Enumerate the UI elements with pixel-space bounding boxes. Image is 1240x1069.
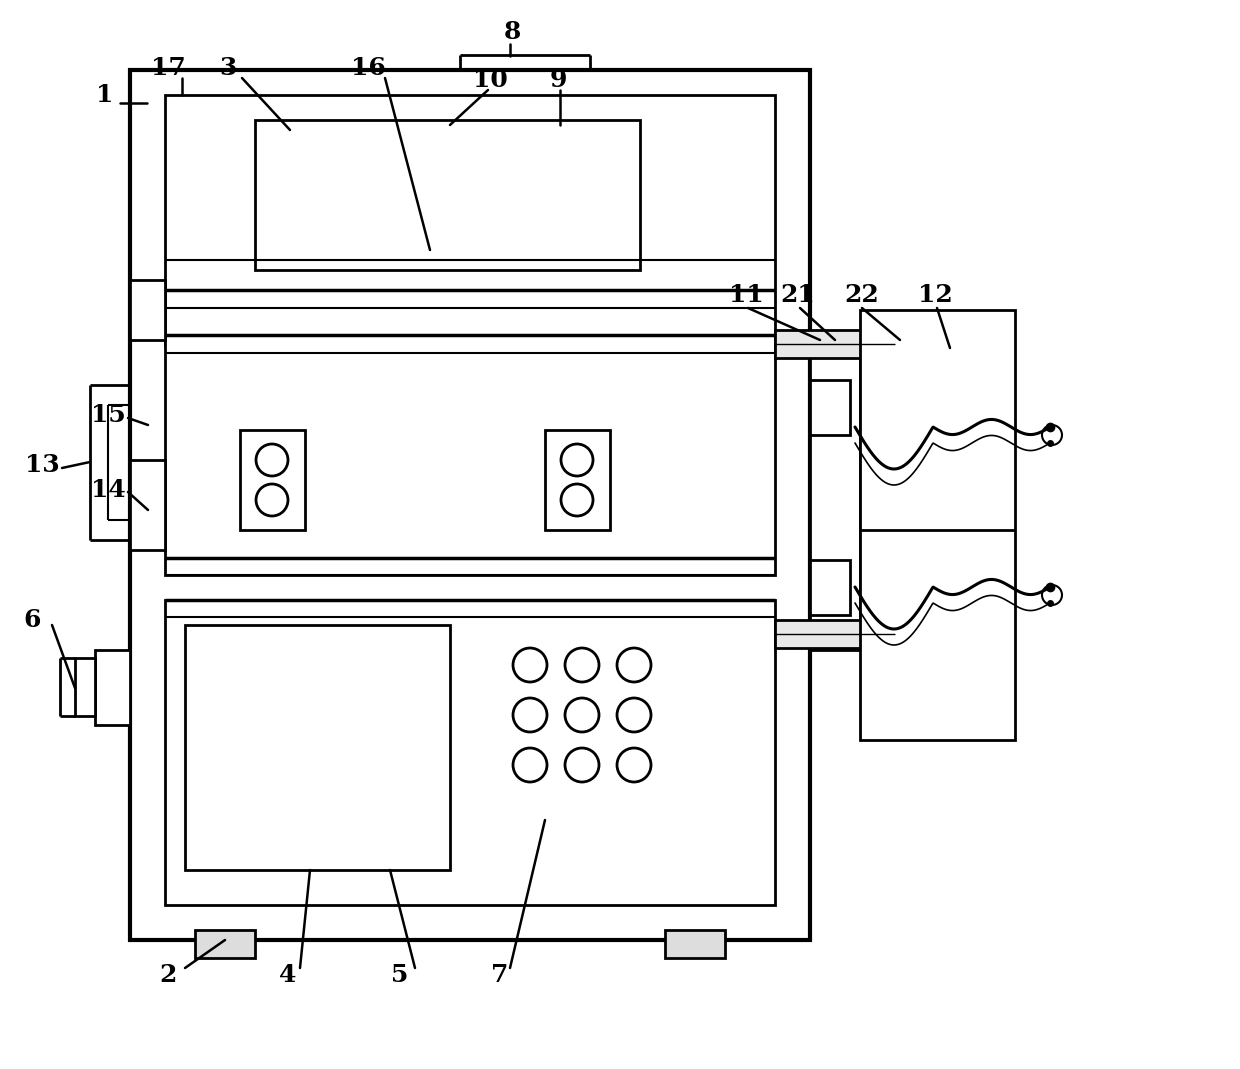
Text: 4: 4 (279, 963, 296, 987)
Bar (130, 280, 165, 340)
Text: 17: 17 (150, 56, 185, 80)
Bar (861, 310, 1016, 740)
Bar (130, 69, 810, 940)
Bar (775, 620, 895, 648)
Bar (810, 379, 849, 435)
Bar (665, 930, 725, 958)
Bar (810, 560, 849, 615)
Bar (546, 430, 610, 530)
Text: 1: 1 (97, 83, 114, 107)
Bar (130, 460, 165, 549)
Bar (195, 930, 255, 958)
Text: 12: 12 (918, 283, 952, 307)
Text: 21: 21 (781, 283, 816, 307)
Bar (255, 120, 640, 270)
Text: 11: 11 (729, 283, 764, 307)
Bar (165, 95, 775, 345)
Text: 9: 9 (549, 68, 567, 92)
Text: 22: 22 (844, 283, 879, 307)
Bar (165, 600, 775, 905)
Text: 10: 10 (472, 68, 507, 92)
Bar (810, 350, 861, 650)
Text: 5: 5 (392, 963, 409, 987)
Bar (165, 335, 775, 575)
Bar (95, 650, 130, 725)
Bar (241, 430, 305, 530)
Text: 8: 8 (503, 20, 521, 44)
Text: 14: 14 (91, 478, 125, 502)
Text: 15: 15 (91, 403, 125, 427)
Text: 3: 3 (219, 56, 237, 80)
Text: 7: 7 (491, 963, 508, 987)
Text: 13: 13 (25, 453, 60, 477)
Text: 6: 6 (24, 608, 41, 632)
Bar (775, 330, 895, 358)
Text: 2: 2 (159, 963, 176, 987)
Text: 16: 16 (351, 56, 386, 80)
Bar (74, 659, 95, 716)
Bar (185, 625, 450, 870)
